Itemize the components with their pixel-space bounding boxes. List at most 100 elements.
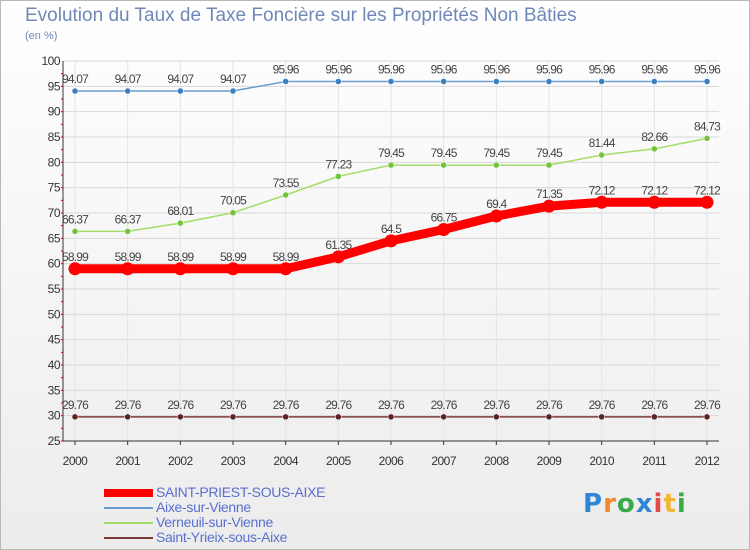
data-point bbox=[282, 191, 289, 199]
x-tick-label: 2011 bbox=[642, 454, 667, 468]
data-point bbox=[437, 222, 451, 236]
data-point bbox=[489, 209, 503, 223]
data-label: 68.01 bbox=[167, 204, 194, 218]
data-label: 29.76 bbox=[641, 398, 668, 412]
y-tick-label: 60 bbox=[48, 257, 61, 271]
chart-title: Evolution du Taux de Taxe Foncière sur l… bbox=[25, 5, 577, 26]
logo-letter: P bbox=[583, 489, 604, 519]
data-label: 94.07 bbox=[115, 72, 142, 86]
x-tick-label: 2001 bbox=[115, 454, 141, 468]
data-point bbox=[279, 262, 293, 276]
data-point bbox=[493, 413, 500, 421]
data-point bbox=[226, 262, 240, 276]
data-label: 95.96 bbox=[589, 62, 616, 76]
data-point bbox=[440, 161, 447, 169]
data-label: 29.76 bbox=[62, 398, 89, 412]
data-point bbox=[651, 78, 658, 85]
legend-label: SAINT-PRIEST-SOUS-AIXE bbox=[156, 484, 326, 500]
data-label: 64.5 bbox=[381, 222, 402, 236]
y-tick-label: 85 bbox=[48, 130, 61, 144]
data-point bbox=[331, 250, 345, 264]
data-point bbox=[124, 228, 131, 235]
logo-letter: o bbox=[616, 489, 636, 519]
data-label: 29.76 bbox=[694, 398, 721, 412]
data-label: 95.96 bbox=[378, 62, 405, 76]
data-point bbox=[545, 413, 553, 421]
data-label: 79.45 bbox=[483, 146, 510, 160]
data-point bbox=[335, 78, 342, 85]
data-point bbox=[384, 234, 398, 248]
data-label: 95.96 bbox=[536, 62, 563, 76]
data-label: 58.99 bbox=[220, 250, 247, 264]
data-point bbox=[71, 87, 79, 95]
data-label: 84.73 bbox=[694, 119, 721, 133]
x-tick-label: 2012 bbox=[695, 454, 721, 468]
data-label: 94.07 bbox=[62, 72, 89, 86]
data-label: 58.99 bbox=[115, 250, 142, 264]
logo-letter: i bbox=[653, 489, 664, 519]
legend-label: Saint-Yrieix-sous-Aixe bbox=[156, 529, 288, 545]
y-tick-label: 35 bbox=[48, 383, 61, 397]
data-label: 79.45 bbox=[431, 146, 458, 160]
y-tick-label: 55 bbox=[48, 282, 61, 296]
data-label: 66.75 bbox=[431, 210, 458, 224]
logo-letter: i bbox=[676, 489, 687, 519]
data-point bbox=[177, 413, 184, 421]
data-point bbox=[335, 173, 342, 180]
data-label: 72.12 bbox=[589, 183, 616, 197]
data-point bbox=[595, 195, 609, 209]
legend-label: Verneuil-sur-Vienne bbox=[156, 514, 274, 530]
legend-swatch bbox=[104, 522, 153, 524]
data-label: 95.96 bbox=[483, 62, 510, 76]
x-tick-label: 2000 bbox=[63, 454, 89, 468]
data-label: 72.12 bbox=[694, 183, 721, 197]
x-tick-label: 2008 bbox=[484, 454, 510, 468]
data-label: 95.96 bbox=[641, 62, 668, 76]
data-label: 29.76 bbox=[431, 398, 458, 412]
data-label: 29.76 bbox=[273, 398, 300, 412]
data-point bbox=[651, 413, 658, 421]
data-label: 69.4 bbox=[486, 197, 507, 211]
data-label: 29.76 bbox=[378, 398, 405, 412]
data-label: 29.76 bbox=[167, 398, 194, 412]
data-point bbox=[229, 413, 237, 421]
data-point bbox=[440, 413, 447, 421]
data-point bbox=[598, 78, 605, 85]
y-tick-label: 45 bbox=[48, 333, 61, 347]
data-point bbox=[124, 413, 131, 421]
data-label: 29.76 bbox=[220, 398, 247, 412]
proxiti-logo: Proxiti bbox=[583, 489, 687, 519]
data-point bbox=[440, 78, 447, 85]
y-tick-label: 100 bbox=[41, 54, 60, 68]
data-label: 58.99 bbox=[167, 250, 194, 264]
data-point bbox=[173, 262, 187, 276]
y-tick-label: 40 bbox=[48, 358, 61, 372]
data-label: 95.96 bbox=[325, 62, 352, 76]
logo-letter: r bbox=[603, 489, 617, 519]
logo-letter: t bbox=[663, 489, 677, 519]
data-label: 66.37 bbox=[115, 212, 142, 226]
data-point bbox=[545, 78, 553, 85]
data-point bbox=[647, 195, 661, 209]
data-point bbox=[177, 87, 184, 95]
data-point bbox=[387, 413, 395, 421]
legend-swatch bbox=[104, 507, 153, 509]
data-label: 82.66 bbox=[641, 130, 668, 144]
data-label: 95.96 bbox=[431, 62, 458, 76]
data-label: 73.55 bbox=[273, 176, 300, 190]
data-point bbox=[703, 413, 711, 421]
x-tick-label: 2010 bbox=[589, 454, 615, 468]
x-tick-label: 2006 bbox=[379, 454, 405, 468]
y-tick-label: 50 bbox=[48, 307, 61, 321]
y-tick-label: 70 bbox=[48, 206, 61, 220]
data-point bbox=[387, 161, 395, 169]
data-point bbox=[71, 228, 79, 235]
legend-swatch bbox=[104, 537, 153, 539]
data-point bbox=[542, 199, 556, 213]
data-point bbox=[700, 195, 714, 209]
data-label: 95.96 bbox=[273, 62, 300, 76]
data-label: 77.23 bbox=[325, 157, 352, 171]
logo-letter: x bbox=[635, 489, 654, 519]
y-tick-label: 65 bbox=[48, 231, 61, 245]
